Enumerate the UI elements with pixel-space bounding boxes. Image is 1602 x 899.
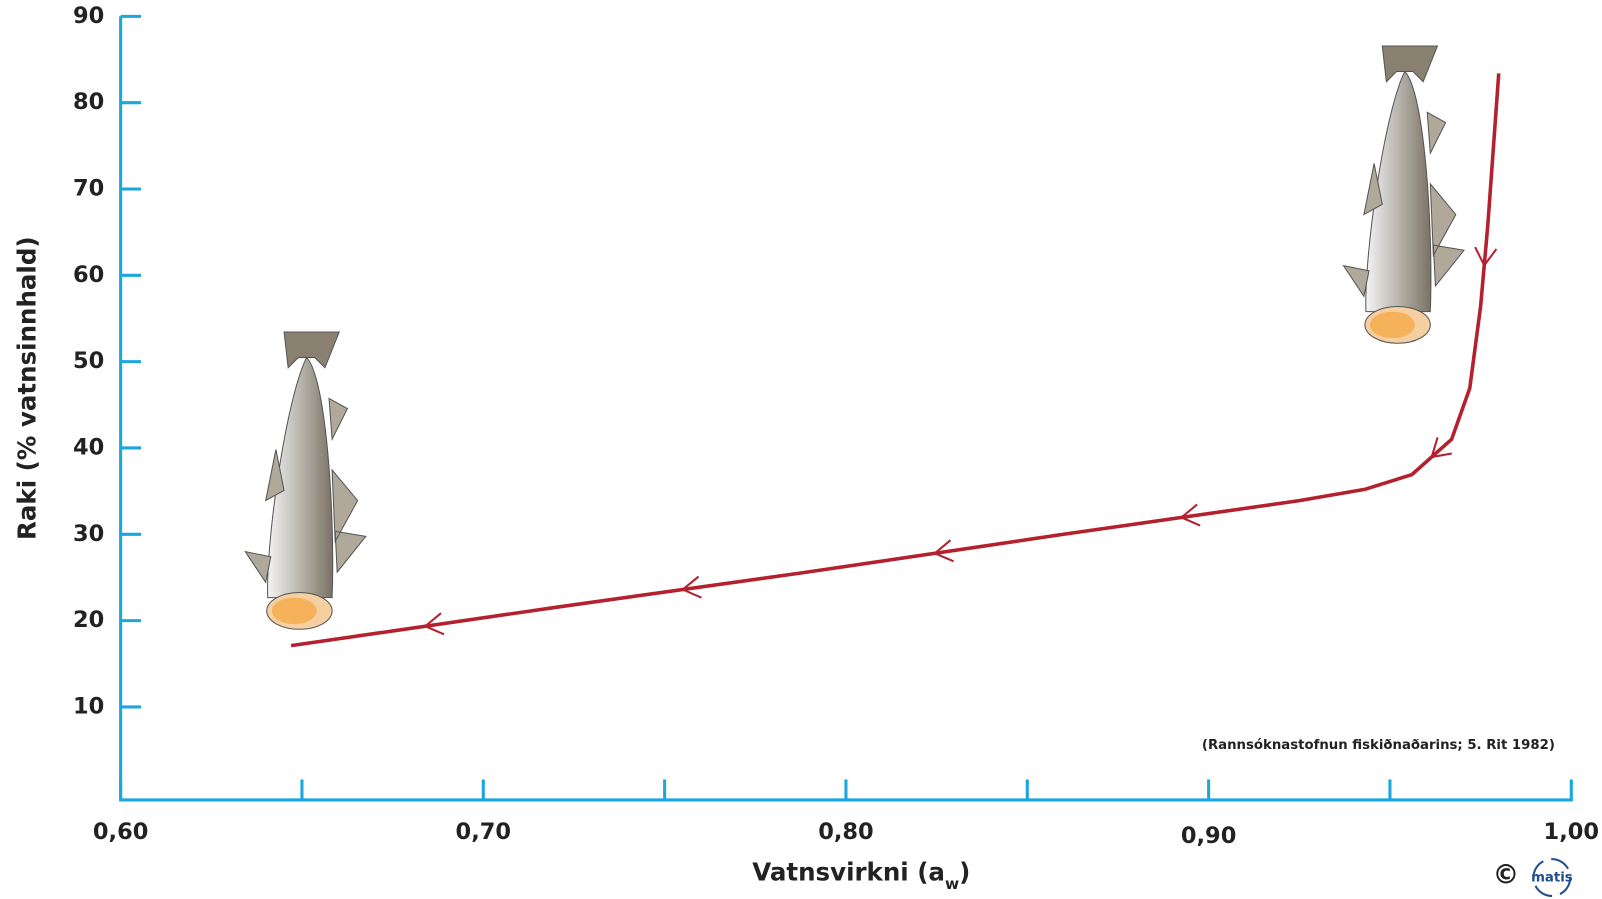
- x-tick-label: 0,70: [456, 819, 511, 845]
- curve: [291, 73, 1499, 645]
- y-axis-title: Raki (% vatnsinnhald): [13, 236, 42, 540]
- chart: Raki (% vatnsinnhald) Vatnsvirkni (aw) (…: [0, 0, 1602, 899]
- y-tick-label: 90: [73, 3, 104, 29]
- fish-right: [1343, 46, 1464, 343]
- logo: matis: [1531, 871, 1573, 886]
- x-axis-title: Vatnsvirkni (aw): [752, 858, 970, 893]
- x-tick-label: 0,90: [1181, 823, 1236, 849]
- copyright: ©: [1493, 860, 1520, 891]
- source-note: (Rannsóknastofnun fiskiðnaðarins; 5. Rit…: [1202, 737, 1555, 753]
- x-axis-title-close: ): [959, 858, 970, 887]
- y-tick-label: 50: [73, 348, 104, 374]
- y-tick-label: 80: [73, 89, 104, 115]
- x-tick-label: 0,80: [818, 819, 873, 845]
- y-tick-label: 20: [73, 607, 104, 633]
- y-tick-label: 10: [73, 693, 104, 719]
- y-tick-label: 70: [73, 175, 104, 201]
- x-tick-label: 0,60: [93, 819, 148, 845]
- y-tick-label: 40: [73, 434, 104, 460]
- y-tick-label: 30: [73, 521, 104, 547]
- y-tick-label: 60: [73, 262, 104, 288]
- x-tick-label: 1,00: [1544, 819, 1599, 845]
- fish-left: [245, 332, 366, 629]
- x-axis-title-sub: w: [945, 875, 959, 893]
- x-axis-title-text: Vatnsvirkni (a: [752, 858, 945, 887]
